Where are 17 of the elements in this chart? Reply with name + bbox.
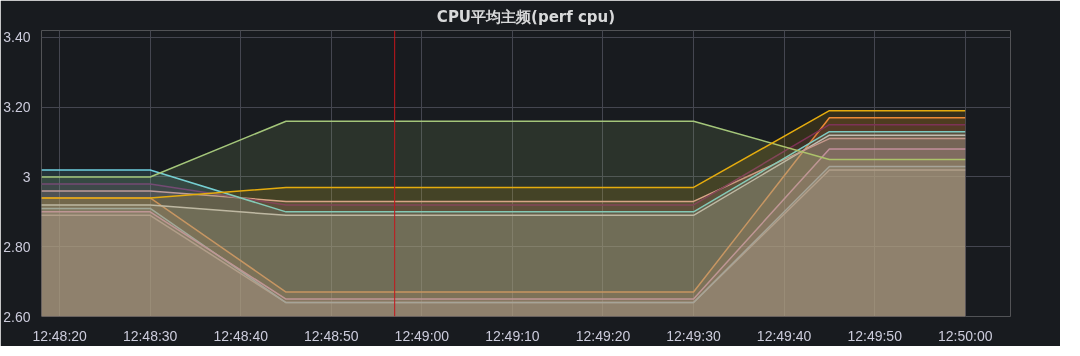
y-tick-label: 2.80 [3, 238, 31, 255]
x-tick-label: 12:48:30 [122, 327, 178, 344]
chart-title: CPU平均主频(perf cpu) [436, 7, 616, 26]
y-tick-label: 3.40 [3, 29, 31, 46]
y-tick-label: 3 [22, 168, 31, 185]
y-tick-label: 2.60 [3, 308, 31, 325]
x-tick-label: 12:49:10 [485, 327, 540, 344]
y-tick-label: 3.20 [3, 99, 31, 116]
x-tick-label: 12:48:20 [32, 327, 88, 344]
x-tick-label: 12:49:50 [847, 327, 903, 344]
x-tick-label: 12:49:40 [756, 327, 812, 344]
x-tick-label: 12:49:30 [666, 327, 721, 344]
x-tick-label: 12:48:50 [304, 327, 359, 344]
x-tick-label: 12:48:40 [213, 327, 269, 344]
x-tick-label: 12:49:00 [394, 327, 450, 344]
x-tick-label: 12:50:00 [937, 327, 993, 344]
x-tick-label: 12:49:20 [575, 327, 631, 344]
